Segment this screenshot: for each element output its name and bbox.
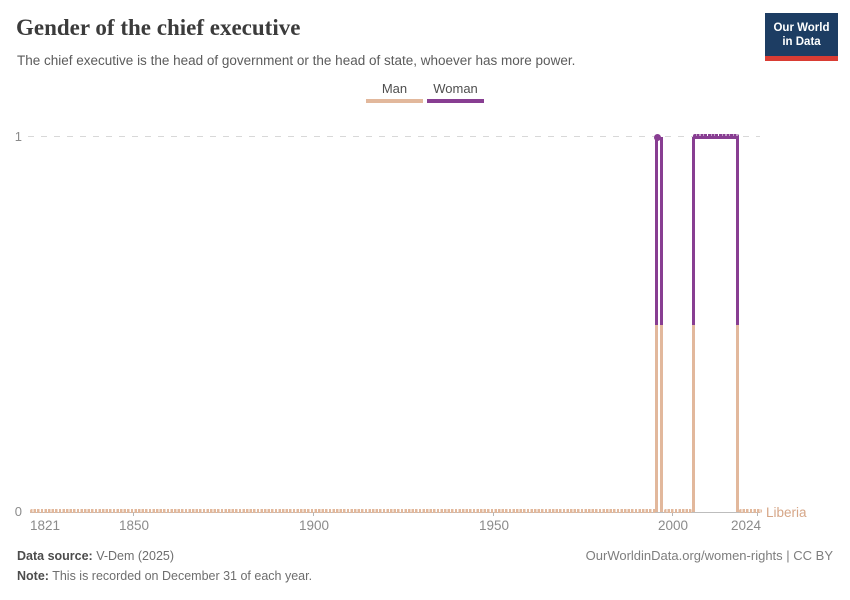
series-man-1821-1995 bbox=[30, 509, 657, 513]
page-subtitle: The chief executive is the head of gover… bbox=[17, 53, 576, 68]
series-man-1997-2005 bbox=[664, 509, 692, 513]
owid-logo-text: Our World in Data bbox=[765, 13, 838, 56]
legend-label-man: Man bbox=[381, 81, 408, 96]
page-title: Gender of the chief executive bbox=[16, 15, 301, 40]
transition-2017-2018-man-part bbox=[736, 325, 739, 512]
footer-note-label: Note: bbox=[17, 569, 49, 583]
x-axis-label-1850: 1850 bbox=[118, 518, 150, 533]
x-tick-2000 bbox=[672, 513, 673, 516]
transition-2017-2018-woman-part bbox=[736, 137, 739, 325]
owid-logo[interactable]: Our World in Data bbox=[765, 13, 838, 61]
legend: Man Woman bbox=[366, 81, 484, 103]
footer-note-value: This is recorded on December 31 of each … bbox=[48, 569, 313, 583]
footer-note: Note: This is recorded on December 31 of… bbox=[17, 569, 312, 583]
x-axis-label-1821: 1821 bbox=[29, 518, 61, 533]
legend-label-woman: Woman bbox=[433, 81, 478, 96]
footer-data-source: Data source: V-Dem (2025) bbox=[17, 549, 174, 563]
footer-data-source-label: Data source: bbox=[17, 549, 93, 563]
transition-1995-1996-woman-part bbox=[655, 137, 658, 325]
series-man-2018-2024 bbox=[739, 509, 762, 513]
footer-license-link[interactable]: OurWorldinData.org/women-rights | CC BY bbox=[585, 548, 833, 563]
gridline-y1 bbox=[28, 136, 760, 137]
series-woman-2006-2017-markers bbox=[693, 134, 739, 139]
y-axis-label-0: 0 bbox=[14, 504, 22, 519]
footer-data-source-value: V-Dem (2025) bbox=[92, 549, 175, 563]
owid-logo-red-bar bbox=[765, 56, 838, 61]
x-tick-2024 bbox=[757, 513, 758, 516]
legend-item-man[interactable]: Man bbox=[366, 81, 423, 103]
transition-2005-2006-man-part bbox=[692, 325, 695, 512]
transition-1995-1996-man-part bbox=[655, 325, 658, 512]
x-axis-label-1950: 1950 bbox=[478, 518, 510, 533]
x-axis-label-2024: 2024 bbox=[730, 518, 762, 533]
x-axis-label-2000: 2000 bbox=[657, 518, 689, 533]
x-tick-1950 bbox=[493, 513, 494, 516]
legend-swatch-woman bbox=[427, 99, 484, 103]
y-axis-label-1: 1 bbox=[14, 129, 22, 144]
legend-item-woman[interactable]: Woman bbox=[427, 81, 484, 103]
transition-1996-1997-man-part bbox=[660, 325, 663, 512]
x-tick-1850 bbox=[133, 513, 134, 516]
entity-label-liberia[interactable]: Liberia bbox=[766, 505, 807, 520]
legend-swatch-man bbox=[366, 99, 423, 103]
x-axis-label-1900: 1900 bbox=[298, 518, 330, 533]
data-point-1996-woman bbox=[654, 134, 661, 141]
x-tick-1900 bbox=[313, 513, 314, 516]
transition-1996-1997-woman-part bbox=[660, 137, 663, 325]
transition-2005-2006-woman-part bbox=[692, 137, 695, 325]
